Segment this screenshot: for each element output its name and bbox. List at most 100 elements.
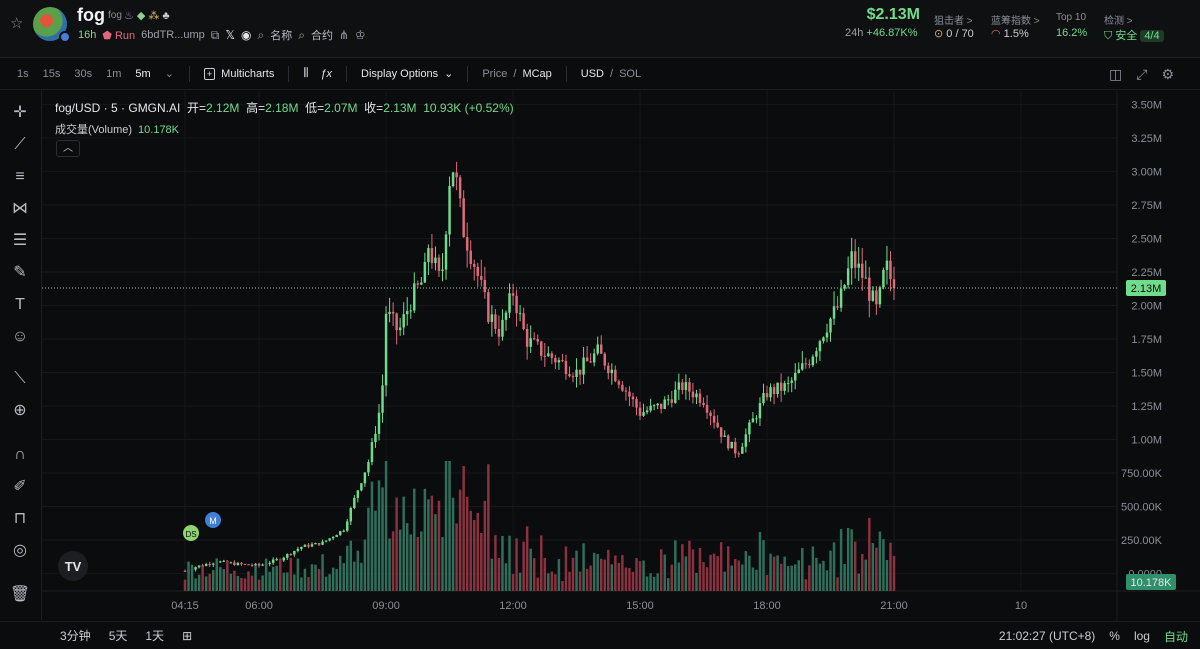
volume-bar xyxy=(776,555,779,591)
timeframe-1s[interactable]: 1s xyxy=(17,67,29,80)
usd-option[interactable]: USD xyxy=(580,67,605,80)
currency-toggle[interactable]: USD / SOL xyxy=(580,67,642,80)
pattern-icon[interactable]: ⋈ xyxy=(12,200,28,217)
x-twitter-icon[interactable]: 𝕏 xyxy=(225,28,236,42)
crosshair-icon[interactable]: ✛ xyxy=(13,104,27,121)
volume-bar xyxy=(356,550,360,591)
camera-icon[interactable]: ◫ xyxy=(1109,65,1123,82)
candle-body xyxy=(864,277,868,279)
range-5d[interactable]: 5天 xyxy=(108,629,128,643)
candle-body xyxy=(829,318,832,333)
emoji-icon[interactable]: ☺ xyxy=(11,328,29,345)
price-option[interactable]: Price xyxy=(482,67,508,80)
holders-icon: ⁂ xyxy=(148,10,163,22)
candle-body xyxy=(681,382,684,390)
date-range-icon[interactable]: ⊞ xyxy=(182,628,193,643)
volume-bar xyxy=(861,554,864,591)
candle-body xyxy=(462,198,465,238)
indicators-icon[interactable]: ƒx xyxy=(320,67,333,80)
timeframe-dropdown-icon[interactable]: ⌄ xyxy=(164,68,174,80)
sol-option[interactable]: SOL xyxy=(619,67,642,80)
volume-bar xyxy=(592,552,596,591)
brush-icon[interactable]: ✎ xyxy=(13,264,27,281)
volume-bar xyxy=(656,573,659,591)
settings-icon[interactable]: ⚙ xyxy=(1161,65,1174,82)
lock-draw-icon[interactable]: ✐ xyxy=(13,478,27,495)
volume-bar xyxy=(818,563,822,591)
display-options-button[interactable]: Display Options ⌄ xyxy=(355,67,459,81)
bottom-bar: 3分钟 5天 1天 ⊞ 21:02:27 (UTC+8) % log 自动 xyxy=(0,621,1200,649)
contract-address[interactable]: 6bdTR...ump xyxy=(141,29,205,41)
candle-body xyxy=(839,288,843,308)
text-icon[interactable]: T xyxy=(15,296,25,313)
website-icon[interactable]: ◉ xyxy=(241,28,252,42)
timeframe-30s[interactable]: 30s xyxy=(74,67,93,80)
price-mcap-toggle[interactable]: Price / MCap xyxy=(482,67,552,80)
search-name-link[interactable]: 名称 xyxy=(270,30,293,42)
snipers-value: 0 / 70 xyxy=(946,28,974,40)
magnet-icon[interactable]: ∩ xyxy=(14,446,26,463)
range-3min[interactable]: 3分钟 xyxy=(60,629,91,643)
timeframe-1m[interactable]: 1m xyxy=(106,67,122,80)
auto-toggle[interactable]: 自动 xyxy=(1163,629,1188,644)
range-1d[interactable]: 1天 xyxy=(145,629,165,643)
symbol-label[interactable]: fog/USD · 5 · GMGN.AI xyxy=(55,101,181,115)
candle-body xyxy=(631,396,635,400)
stat-snipers-label[interactable]: 狙击者 > xyxy=(934,16,973,27)
favorite-star-icon[interactable]: ☆ xyxy=(10,15,24,32)
run-pill[interactable]: ⬟ Run xyxy=(102,29,136,42)
volume-bar xyxy=(603,559,606,591)
volume-bar xyxy=(384,461,388,591)
volume-bar xyxy=(233,570,236,591)
multicharts-button[interactable]: + Multicharts xyxy=(198,67,280,80)
volume-bar xyxy=(885,560,889,591)
trendline-icon[interactable]: ⟋ xyxy=(14,136,26,153)
fullscreen-icon[interactable]: ⤢ xyxy=(1136,65,1148,82)
candle-body xyxy=(599,344,603,354)
collapse-legend-button[interactable]: ︿ xyxy=(56,140,80,157)
timeframe-5m[interactable]: 5m xyxy=(135,67,151,80)
candle-body xyxy=(815,351,818,357)
copy-icon[interactable]: ⧉ xyxy=(210,27,220,42)
token-subname: fog xyxy=(108,10,122,21)
candle-body xyxy=(310,544,314,547)
volume-bar xyxy=(275,565,278,591)
mcap-option[interactable]: MCap xyxy=(522,67,552,80)
lock-icon[interactable]: ⊓ xyxy=(13,510,27,527)
timeframe-15s[interactable]: 15s xyxy=(42,67,61,80)
stat-bluechip-label[interactable]: 蓝筹指数 > xyxy=(991,16,1040,27)
candle-body xyxy=(596,344,599,354)
volume-bar xyxy=(254,565,257,591)
volume-bar xyxy=(804,579,808,591)
eye-icon[interactable]: ◎ xyxy=(13,542,27,559)
volume-bar xyxy=(769,553,772,591)
trash-icon[interactable]: 🗑 xyxy=(9,586,31,603)
candle-body xyxy=(624,390,628,392)
percent-toggle[interactable]: % xyxy=(1109,629,1120,643)
search-contract-icon[interactable]: ⌕ xyxy=(298,27,305,42)
candlestick-chart[interactable]: 3.50M 3.25M 3.00M 2.75M 2.50M 2.25M 2.00M 1.75M… xyxy=(42,91,1200,621)
stat-check-label[interactable]: 检测 > xyxy=(1104,16,1133,27)
search-name-icon[interactable]: ⌕ xyxy=(257,27,265,42)
candle-body xyxy=(289,554,293,556)
zoom-icon[interactable]: ⊕ xyxy=(13,402,27,419)
volume-bar xyxy=(338,555,342,591)
candle-body xyxy=(515,295,518,314)
close-value: 2.13M xyxy=(383,101,417,115)
chart-area[interactable]: 3.50M 3.25M 3.00M 2.75M 2.50M 2.25M 2.00M 1.75M… xyxy=(42,91,1200,621)
high-value: 2.18M xyxy=(265,101,299,115)
crown-icon[interactable]: ♔ xyxy=(355,28,366,42)
share-icon[interactable]: ⋔ xyxy=(338,28,350,42)
volume-bar xyxy=(610,564,614,591)
volume-bar xyxy=(243,578,247,591)
prediction-icon[interactable]: ☰ xyxy=(12,232,28,249)
candle-type-icon[interactable]: ⫼ xyxy=(303,67,309,79)
fib-icon[interactable]: ≡ xyxy=(15,168,25,185)
search-contract-link[interactable]: 合约 xyxy=(310,30,333,42)
log-toggle[interactable]: log xyxy=(1133,629,1150,643)
sniper-icon: ⊙ xyxy=(934,28,944,40)
volume-bar xyxy=(691,549,695,591)
candle-body xyxy=(635,399,638,408)
clock-time[interactable]: 21:02:27 (UTC+8) xyxy=(998,629,1096,643)
ruler-icon[interactable]: ⟍ xyxy=(14,370,26,387)
